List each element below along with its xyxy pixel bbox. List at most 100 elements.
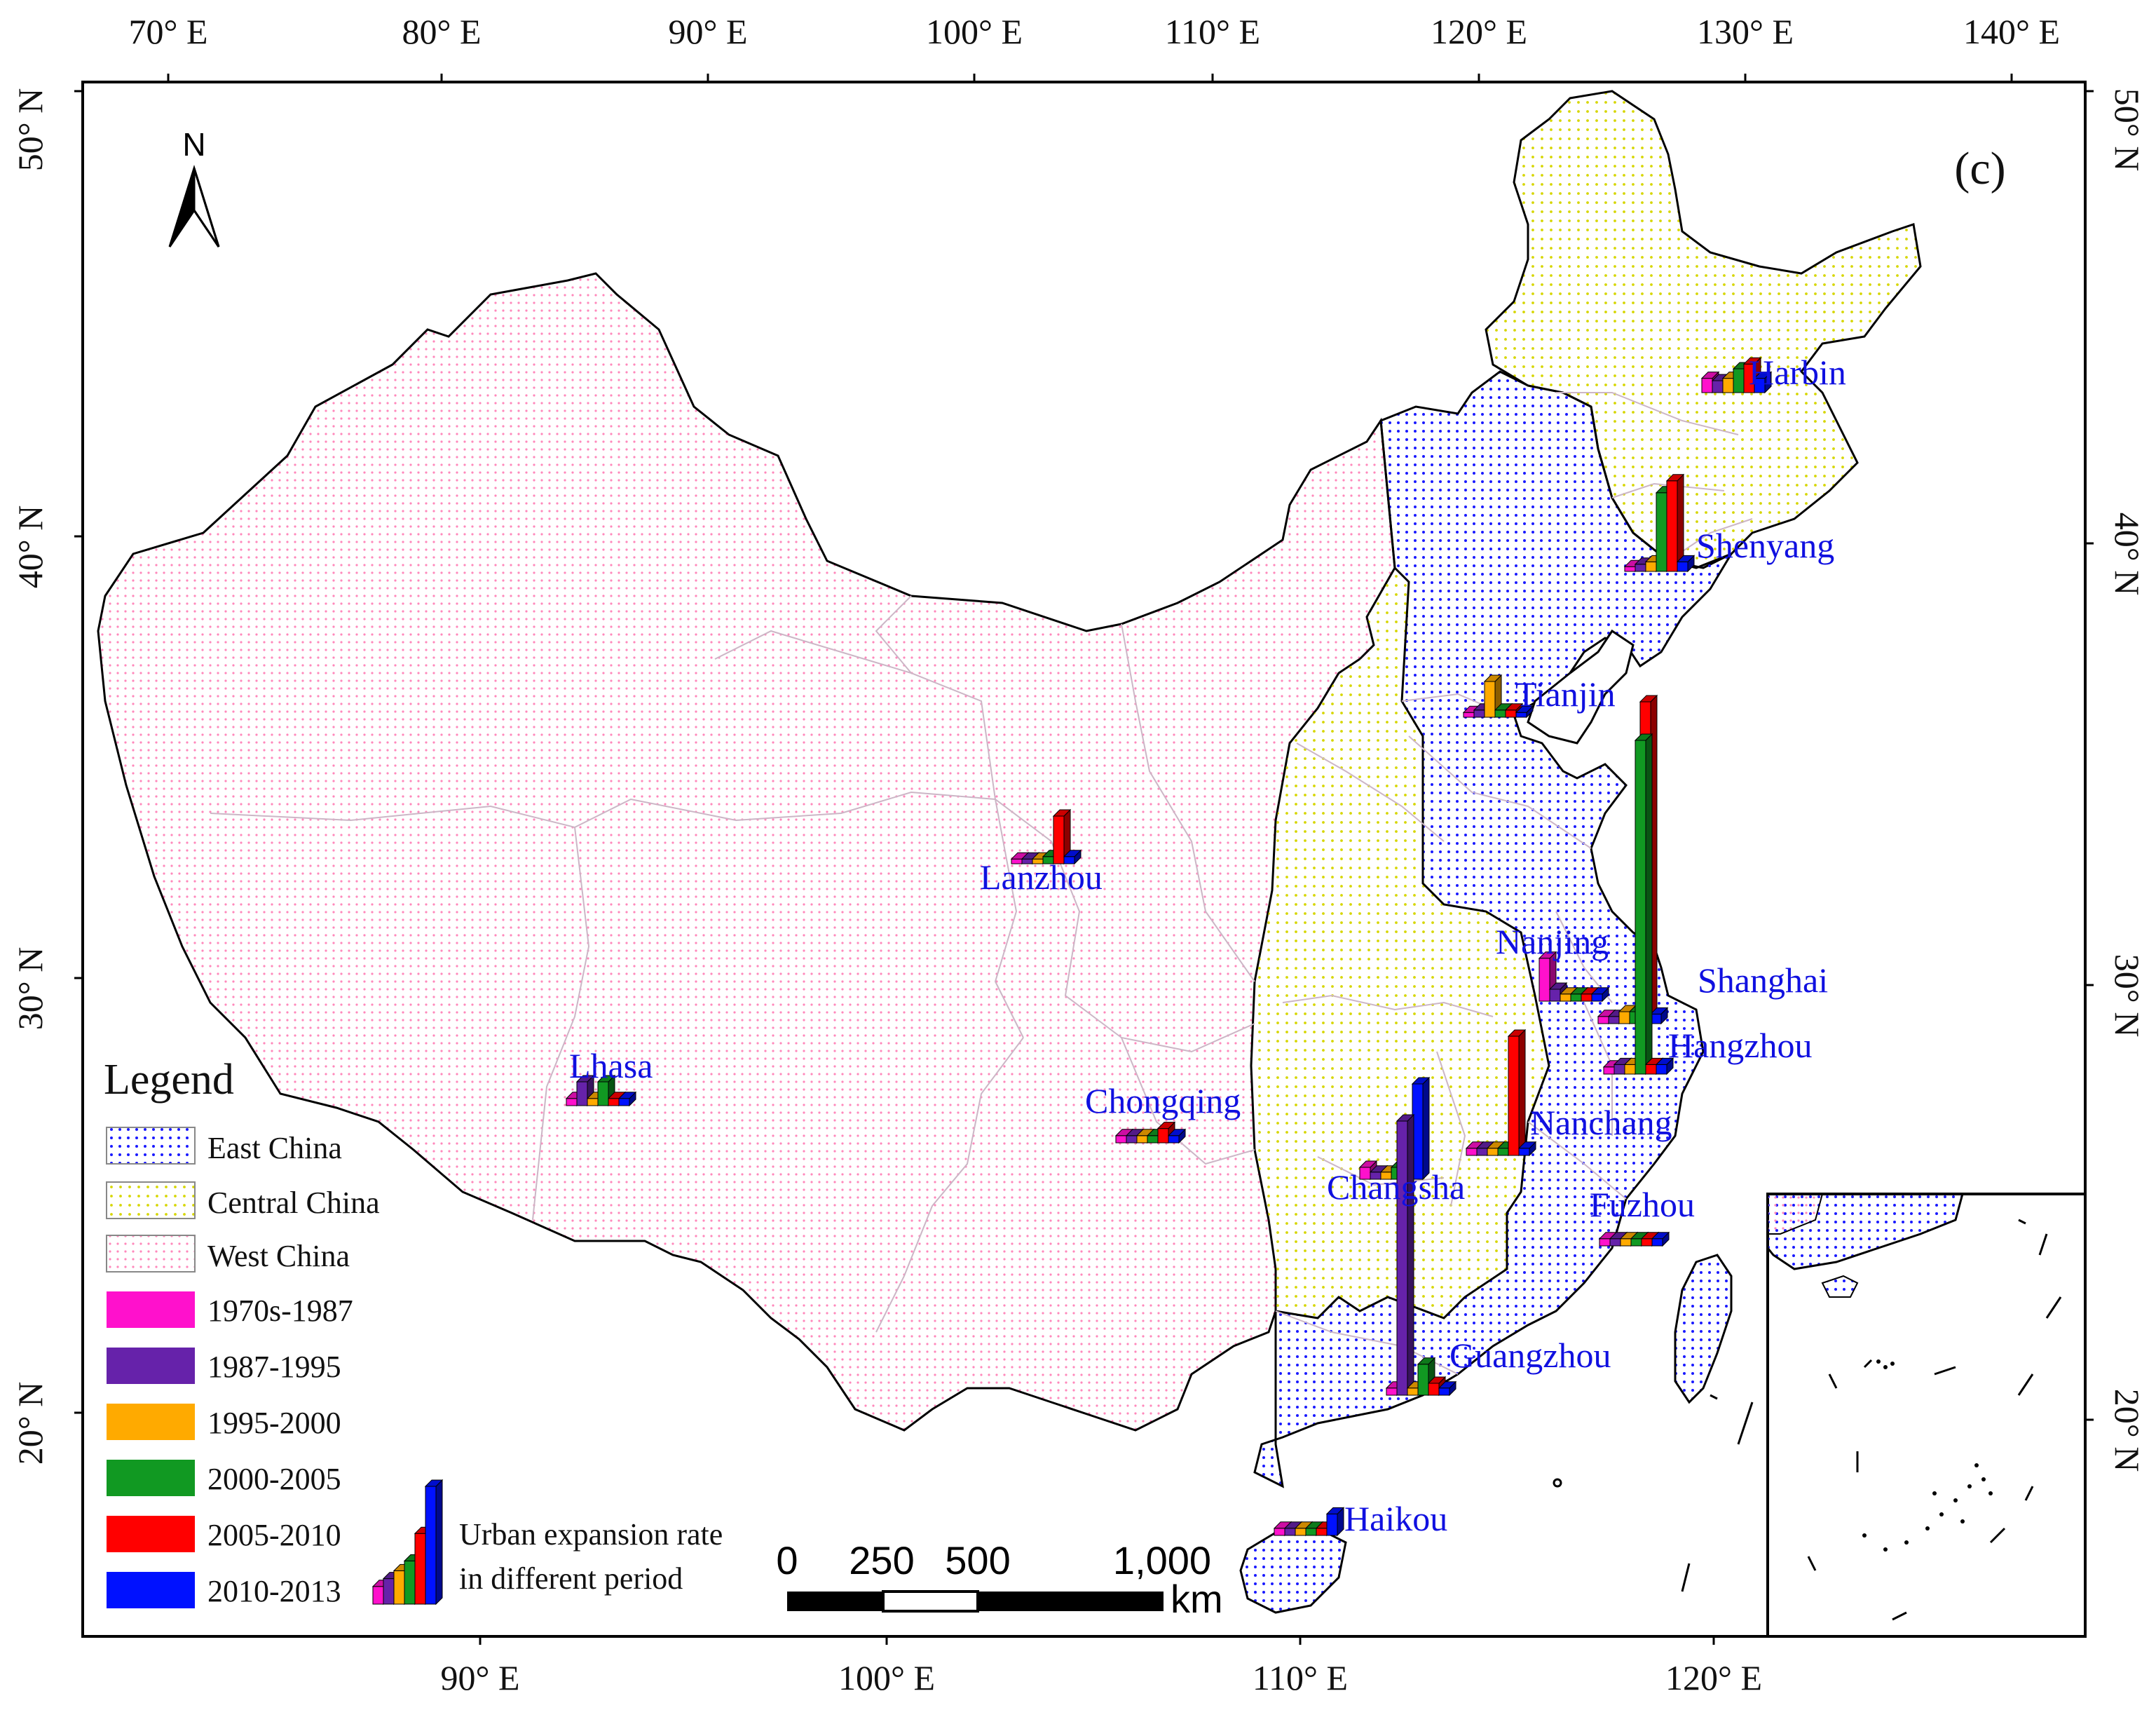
legend-title: Legend bbox=[104, 1056, 234, 1104]
legend-sample-bar-2010-2013 bbox=[424, 1479, 444, 1606]
city-bars-lhasa bbox=[565, 1074, 637, 1107]
top-lon-label: 120° E bbox=[1431, 12, 1527, 51]
city-lhasa-bar-2010-2013 bbox=[618, 1091, 637, 1107]
top-longitude-labels: 70° E 80° E 90° E 100° E 110° E 120° E 1… bbox=[128, 12, 2060, 51]
city-label-nanchang: Nanchang bbox=[1530, 1103, 1672, 1142]
top-lon-label: 110° E bbox=[1165, 12, 1260, 51]
city-bars-nanchang bbox=[1465, 1029, 1537, 1157]
city-nanchang-bar-2010-2013 bbox=[1517, 1141, 1537, 1157]
legend-swatch-west-china bbox=[106, 1235, 196, 1273]
city-label-nanjing: Nanjing bbox=[1496, 922, 1609, 961]
city-bars-harbin bbox=[1700, 356, 1773, 394]
top-lon-label: 140° E bbox=[1963, 12, 2060, 51]
city-bars-changsha bbox=[1358, 1076, 1431, 1181]
city-label-chongqing: Chongqing bbox=[1085, 1081, 1241, 1120]
city-shenyang-bar-2010-2013 bbox=[1676, 555, 1696, 573]
scale-label-250: 250 bbox=[849, 1538, 914, 1582]
city-bars-shenyang bbox=[1623, 473, 1696, 573]
panel-label: (c) bbox=[1954, 143, 2005, 194]
city-bars-tianjin bbox=[1462, 674, 1534, 719]
north-arrow-icon: N bbox=[168, 126, 220, 247]
left-lat-label: 50° N bbox=[11, 88, 50, 172]
legend-swatch-east-china bbox=[106, 1127, 196, 1165]
legend-bar-caption-line2: in different period bbox=[459, 1561, 683, 1596]
city-shenyang-bar-2005-2010 bbox=[1665, 473, 1685, 573]
city-bars-lanzhou bbox=[1010, 808, 1082, 865]
legend-swatch-2005-2010 bbox=[107, 1516, 195, 1552]
bottom-lon-label: 120° E bbox=[1665, 1658, 1762, 1697]
city-harbin-bar-2005-2010 bbox=[1742, 356, 1762, 394]
city-shanghai-bar-2010-2013 bbox=[1649, 1007, 1669, 1025]
legend-label-1970s-1987: 1970s-1987 bbox=[207, 1294, 353, 1328]
scale-label-0: 0 bbox=[776, 1538, 798, 1582]
city-hangzhou-bar-2000-2005 bbox=[1634, 733, 1653, 1075]
legend-swatch-1970s-1987 bbox=[107, 1291, 195, 1328]
bottom-longitude-labels: 90° E 100° E 110° E 120° E bbox=[440, 1658, 1762, 1697]
left-lat-label: 20° N bbox=[11, 1382, 50, 1465]
city-label-harbin: Harbin bbox=[1749, 353, 1846, 392]
legend-label-west-china: West China bbox=[207, 1239, 350, 1273]
right-lat-label: 30° N bbox=[2108, 954, 2147, 1038]
bottom-lon-label: 110° E bbox=[1253, 1658, 1348, 1697]
legend-swatch-central-china bbox=[106, 1181, 196, 1219]
left-lat-label: 40° N bbox=[11, 505, 50, 589]
scale-bar: 0 250 500 1,000 km bbox=[776, 1538, 1222, 1621]
legend-label-1995-2000: 1995-2000 bbox=[207, 1406, 341, 1440]
legend-bar-sample-icon bbox=[371, 1479, 444, 1606]
right-lat-label: 50° N bbox=[2108, 88, 2147, 172]
east-china-region bbox=[1253, 370, 1734, 1488]
city-chongqing-bar-2010-2013 bbox=[1167, 1128, 1187, 1144]
top-lon-label: 70° E bbox=[128, 12, 207, 51]
china-map bbox=[97, 90, 1922, 1614]
north-arrow-label: N bbox=[182, 126, 205, 163]
city-label-shanghai: Shanghai bbox=[1698, 961, 1828, 1000]
city-hangzhou-bar-2010-2013 bbox=[1655, 1057, 1674, 1075]
right-lat-label: 20° N bbox=[2108, 1389, 2147, 1472]
city-guangzhou-bar-1987-1995 bbox=[1396, 1113, 1415, 1397]
legend: Legend East China Central China West Chi… bbox=[104, 1056, 723, 1608]
city-nanchang-bar-2005-2010 bbox=[1507, 1029, 1527, 1157]
legend-label-2000-2005: 2000-2005 bbox=[207, 1462, 341, 1496]
bohai-bay bbox=[1527, 629, 1635, 745]
scale-label-1000: 1,000 bbox=[1113, 1538, 1211, 1582]
city-label-haikou: Haikou bbox=[1344, 1499, 1447, 1538]
legend-swatch-2010-2013 bbox=[107, 1572, 195, 1608]
province-boundaries bbox=[210, 392, 1753, 1375]
city-label-guangzhou: Guangzhou bbox=[1449, 1336, 1611, 1375]
city-label-shenyang: Shenyang bbox=[1696, 526, 1834, 565]
scale-label-500: 500 bbox=[945, 1538, 1010, 1582]
city-label-changsha: Changsha bbox=[1327, 1167, 1465, 1207]
northeast-central-region bbox=[1485, 90, 1922, 569]
city-harbin-bar-2010-2013 bbox=[1753, 371, 1773, 394]
bottom-lon-label: 90° E bbox=[440, 1658, 519, 1697]
top-lon-label: 80° E bbox=[402, 12, 481, 51]
legend-label-2005-2010: 2005-2010 bbox=[207, 1518, 341, 1552]
legend-label-1987-1995: 1987-1995 bbox=[207, 1350, 341, 1384]
city-lanzhou-bar-2010-2013 bbox=[1063, 849, 1082, 865]
city-changsha-bar-2010-2013 bbox=[1411, 1076, 1431, 1181]
south-china-sea-inset bbox=[1766, 1193, 2087, 1638]
city-bars-guangzhou bbox=[1385, 1113, 1457, 1397]
legend-label-2010-2013: 2010-2013 bbox=[207, 1574, 341, 1608]
legend-swatch-1995-2000 bbox=[107, 1404, 195, 1440]
bottom-lon-label: 100° E bbox=[838, 1658, 935, 1697]
top-lon-label: 100° E bbox=[926, 12, 1023, 51]
left-latitude-labels: 50° N 40° N 30° N 20° N bbox=[11, 88, 50, 1465]
city-fuzhou-bar-2010-2013 bbox=[1651, 1231, 1670, 1247]
city-label-tianjin: Tianjin bbox=[1515, 674, 1616, 714]
city-bars-hangzhou bbox=[1602, 733, 1674, 1075]
city-guangzhou-bar-2010-2013 bbox=[1438, 1380, 1457, 1397]
left-lat-label: 30° N bbox=[11, 947, 50, 1031]
right-lat-label: 40° N bbox=[2108, 513, 2147, 596]
city-labels: Harbin Shenyang Tianjin Lanzhou Nanjing … bbox=[569, 353, 1846, 1538]
city-bars-chongqing bbox=[1114, 1121, 1187, 1144]
city-bar-charts bbox=[565, 356, 1773, 1537]
city-lhasa-bar-1987-1995 bbox=[575, 1074, 595, 1107]
city-label-fuzhou: Fuzhou bbox=[1590, 1185, 1695, 1224]
city-label-hangzhou: Hangzhou bbox=[1668, 1026, 1813, 1065]
city-haikou-bar-2010-2013 bbox=[1325, 1507, 1345, 1537]
city-bars-fuzhou bbox=[1598, 1231, 1670, 1247]
scale-unit: km bbox=[1171, 1577, 1223, 1621]
city-bars-haikou bbox=[1273, 1507, 1345, 1537]
